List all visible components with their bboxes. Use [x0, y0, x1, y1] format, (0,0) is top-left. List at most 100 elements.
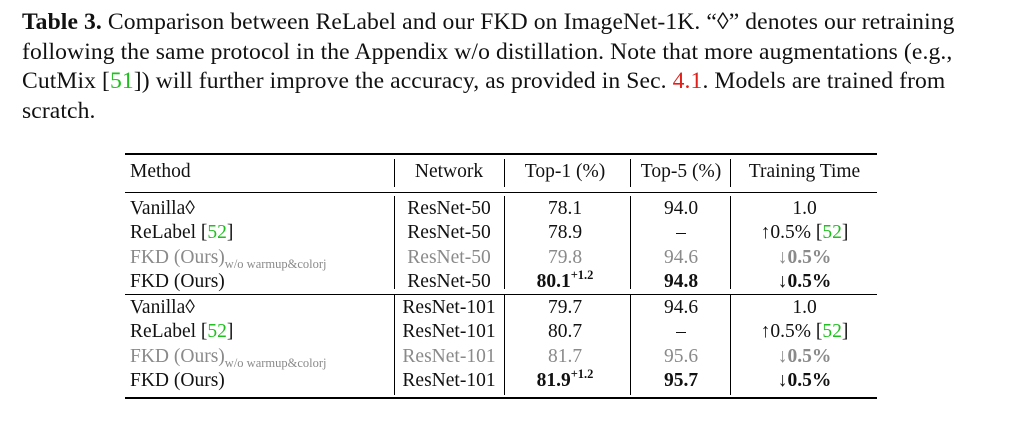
top1-cell: 80.1+1.2: [505, 268, 625, 295]
training-time-value: ↑0.5% [: [760, 321, 823, 342]
network-right-border: [504, 295, 505, 395]
top1-value: 79.7: [547, 297, 583, 318]
top1-value: 81.9: [536, 370, 571, 391]
top5-cell: 94.0: [663, 198, 699, 219]
training-time-value: ↑0.5% [: [760, 222, 823, 243]
training-time-value: ↓0.5%: [777, 346, 832, 367]
training-time-cell: ↓0.5%: [732, 345, 877, 369]
top1-value: 80.1: [536, 271, 571, 292]
training-time-cell: ↓0.5%: [732, 270, 877, 294]
method-name: FKD (Ours): [130, 247, 225, 268]
top1-gain: +1.2: [570, 367, 594, 381]
top5-cell: 94.6: [663, 297, 699, 318]
training-time-value: 1.0: [792, 297, 817, 318]
training-time-cell: ↑0.5% [52]: [732, 320, 877, 344]
table-row: ReLabel [52] ResNet-101 80.7– ↑0.5% [52]: [125, 320, 877, 344]
method-name: FKD (Ours): [130, 346, 225, 367]
network-cell: ResNet-101: [402, 346, 496, 367]
header-divider: [730, 159, 731, 187]
table-row: Vanilla◊ ResNet-50 78.1 94.0 1.0: [125, 197, 877, 221]
method-name: FKD (Ours): [130, 271, 225, 292]
training-time-cell: 1.0: [732, 296, 877, 320]
training-time-cell: ↓0.5%: [732, 246, 877, 270]
citation-link[interactable]: 52: [207, 321, 227, 342]
section-link[interactable]: 4.1: [672, 68, 703, 94]
training-time-cell: ↓0.5%: [732, 369, 877, 393]
top5-cell: 94.6: [663, 247, 699, 268]
method-name: FKD (Ours): [130, 370, 225, 391]
training-time-value: 1.0: [792, 198, 817, 219]
method-name: Vanilla◊: [130, 198, 195, 219]
method-subscript: w/o warmup&colorj: [224, 356, 327, 370]
top5-cell: 95.6: [663, 346, 699, 367]
method-cell: FKD (Ours)w/o warmup&colorj: [130, 246, 327, 271]
top1-cell: 79.8: [505, 246, 625, 270]
table-top-rule: [125, 153, 877, 155]
table-header-rule: [125, 192, 877, 193]
caption-text-3: . Models are trained from scratch.: [22, 68, 946, 124]
method-cell: Vanilla◊: [130, 296, 195, 320]
network-cell: ResNet-101: [402, 370, 496, 391]
citation-link[interactable]: 52: [822, 222, 842, 243]
header-top5: Top-5 (%): [640, 161, 722, 182]
table-row: ReLabel [52] ResNet-50 78.9– ↑0.5% [52]: [125, 221, 877, 245]
training-time-cell: 1.0: [732, 197, 877, 221]
network-left-border: [394, 295, 395, 395]
top1-value: 78.9: [547, 222, 583, 243]
top5-cell: –: [676, 222, 686, 243]
training-time-cell: ↑0.5% [52]: [732, 221, 877, 245]
top1-value: 78.1: [547, 198, 583, 219]
network-cell: ResNet-50: [407, 198, 491, 219]
method-name: Vanilla◊: [130, 297, 195, 318]
table-caption: Table 3. Comparison between ReLabel and …: [22, 8, 1012, 126]
method-cell: FKD (Ours)w/o warmup&colorj: [130, 345, 327, 370]
table-bottom-rule: [125, 397, 877, 399]
method-cell: FKD (Ours): [130, 270, 225, 294]
caption-text-1: Comparison between ReLabel and our FKD o…: [22, 9, 955, 94]
top1-cell: 78.9: [505, 221, 625, 245]
training-time-value: ↓0.5%: [777, 271, 832, 292]
top5-cell: 95.7: [663, 370, 699, 391]
caption-text-2: ]) will further improve the accuracy, as…: [133, 68, 673, 94]
top1-cell: 79.7: [505, 296, 625, 320]
header-network: Network: [414, 161, 484, 182]
top1-value: 80.7: [547, 321, 583, 342]
method-cell: ReLabel [52]: [130, 221, 233, 245]
network-cell: ResNet-101: [402, 321, 496, 342]
top1-value: 81.7: [547, 346, 583, 367]
top1-cell: 78.1: [505, 197, 625, 221]
top1-gain: +1.2: [570, 268, 594, 282]
citation-bracket: ]: [841, 321, 849, 342]
citation-link[interactable]: 52: [207, 222, 227, 243]
top5-right-border: [730, 295, 731, 395]
citation-link-cutmix[interactable]: 51: [109, 68, 134, 94]
header-divider: [394, 159, 395, 187]
header-training-time: Training Time: [748, 161, 861, 182]
table-row: FKD (Ours)w/o warmup&colorj ResNet-50 79.8…: [125, 246, 877, 271]
caption-label: Table 3.: [22, 9, 102, 35]
top1-cell: 81.7: [505, 345, 625, 369]
table-row: Vanilla◊ ResNet-101 79.7 94.6 1.0: [125, 296, 877, 320]
citation-link[interactable]: 52: [822, 321, 842, 342]
top5-right-border: [730, 196, 731, 289]
header-method: Method: [130, 161, 191, 182]
method-cell: ReLabel [52]: [130, 320, 233, 344]
network-left-border: [394, 196, 395, 289]
network-cell: ResNet-50: [407, 271, 491, 292]
network-right-border: [504, 196, 505, 289]
network-cell: ResNet-101: [402, 297, 496, 318]
table-row: FKD (Ours)w/o warmup&colorj ResNet-101 81.…: [125, 345, 877, 370]
method-subscript: w/o warmup&colorj: [224, 257, 327, 271]
table-header-row: Method Network Top-1 (%) Top-5 (%) Train…: [125, 160, 877, 184]
top5-cell: 94.8: [663, 271, 699, 292]
header-divider: [504, 159, 505, 187]
table-row: FKD (Ours) ResNet-101 81.9+1.2 95.7 ↓0.5%: [125, 367, 877, 393]
header-top1: Top-1 (%): [524, 161, 606, 182]
citation-bracket: ]: [226, 321, 234, 342]
method-name: ReLabel [: [130, 222, 208, 243]
table-row: FKD (Ours) ResNet-50 80.1+1.2 94.8 ↓0.5%: [125, 268, 877, 295]
method-cell: Vanilla◊: [130, 197, 195, 221]
top1-value: 79.8: [547, 247, 583, 268]
method-name: ReLabel [: [130, 321, 208, 342]
top5-cell: –: [676, 321, 686, 342]
